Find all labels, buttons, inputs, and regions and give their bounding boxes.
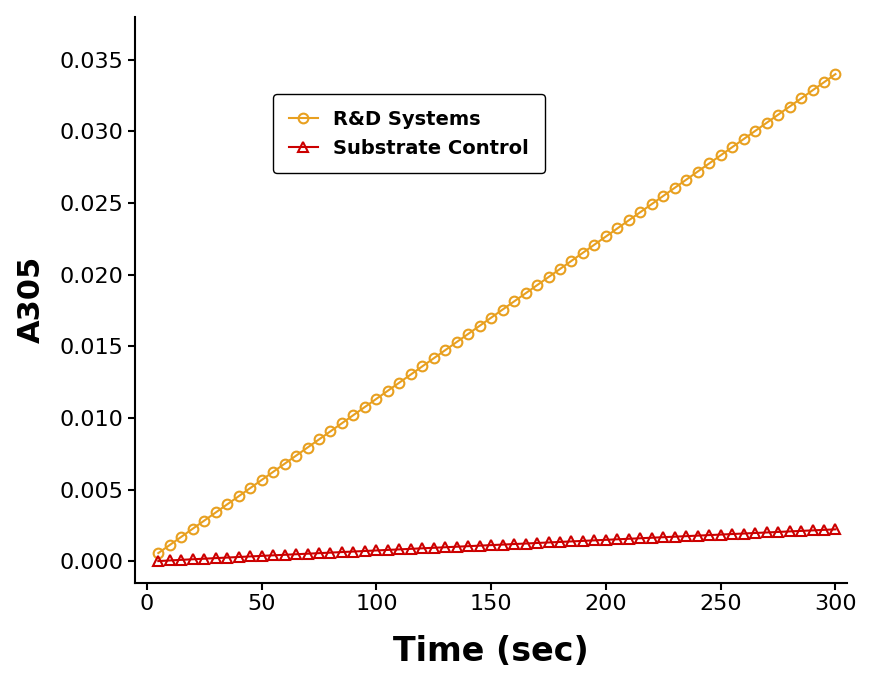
Legend: R&D Systems, Substrate Control: R&D Systems, Substrate Control — [274, 95, 545, 173]
Substrate Control — [383, 546, 393, 554]
R&D Systems — [830, 70, 841, 78]
R&D Systems — [153, 549, 163, 557]
R&D Systems — [267, 468, 278, 476]
R&D Systems — [348, 411, 358, 419]
Line: Substrate Control: Substrate Control — [154, 525, 840, 566]
Substrate Control — [830, 525, 841, 534]
Substrate Control — [153, 557, 163, 565]
Substrate Control — [267, 551, 278, 560]
R&D Systems — [578, 249, 588, 257]
Substrate Control — [578, 537, 588, 545]
R&D Systems — [325, 427, 336, 436]
Line: R&D Systems: R&D Systems — [154, 69, 840, 558]
R&D Systems — [371, 395, 382, 403]
Y-axis label: A305: A305 — [17, 256, 45, 343]
Substrate Control — [348, 547, 358, 556]
R&D Systems — [383, 386, 393, 395]
X-axis label: Time (sec): Time (sec) — [393, 635, 589, 669]
Substrate Control — [371, 547, 382, 555]
Substrate Control — [325, 549, 336, 557]
